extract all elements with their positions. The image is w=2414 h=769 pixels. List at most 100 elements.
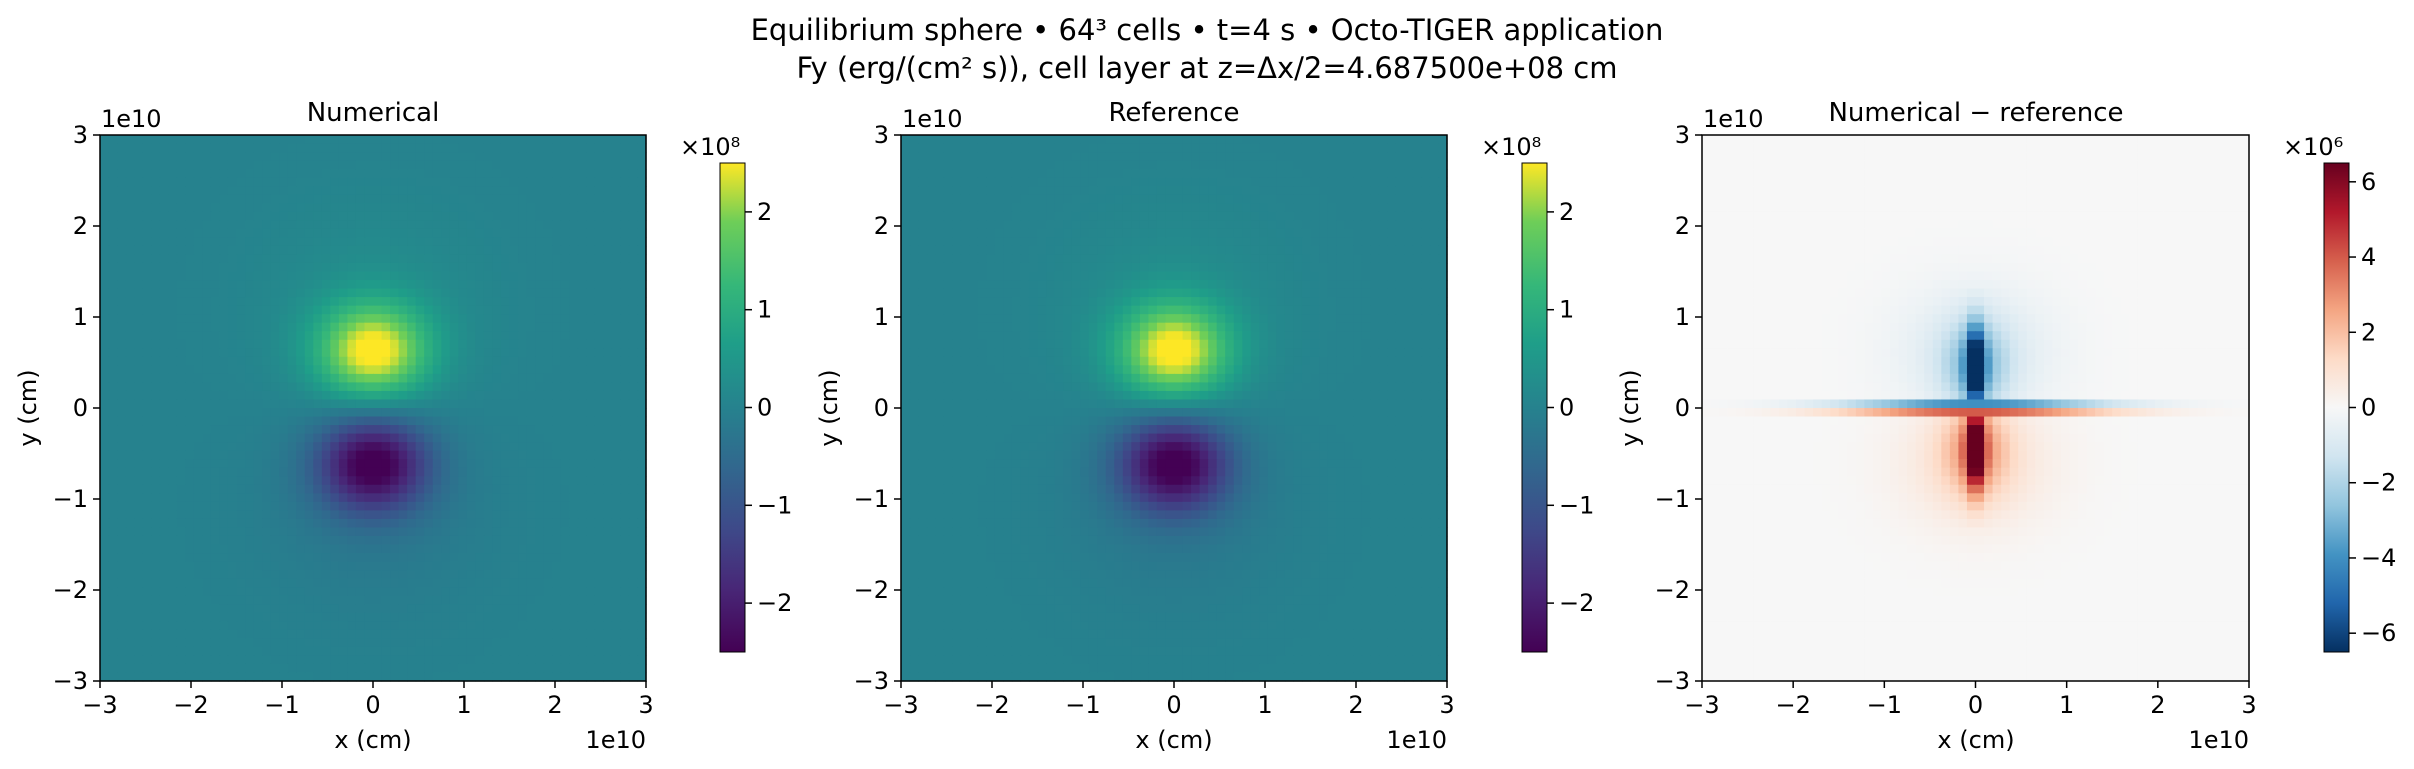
heatmap-cell (1011, 169, 1022, 179)
heatmap-cell (117, 152, 127, 162)
heatmap-cell (236, 621, 246, 631)
heatmap-cell (628, 672, 639, 682)
heatmap-cell (909, 220, 919, 230)
heatmap-cell (347, 408, 357, 418)
heatmap-cell (594, 638, 604, 648)
heatmap-cell (594, 169, 604, 179)
heatmap-cell (390, 425, 400, 435)
heatmap-cell (279, 288, 289, 298)
heatmap-cell (611, 135, 622, 145)
heatmap-cell (449, 450, 459, 460)
heatmap-cell (236, 280, 246, 290)
heatmap-cell (1395, 143, 1405, 153)
heatmap-cell (637, 211, 647, 221)
heatmap-cell (253, 510, 263, 520)
heatmap-cell (441, 373, 451, 384)
heatmap-cell (1319, 152, 1329, 162)
heatmap-cell (1421, 177, 1431, 187)
heatmap-cell (1114, 211, 1124, 221)
heatmap-cell (441, 450, 451, 460)
heatmap-cell (449, 484, 459, 494)
heatmap-cell (287, 518, 297, 529)
heatmap-cell (373, 348, 383, 358)
heatmap-cell (560, 484, 570, 494)
heatmap-cell (168, 194, 178, 204)
heatmap-cell (296, 578, 306, 588)
heatmap-cell (994, 211, 1004, 221)
heatmap-cell (270, 450, 280, 460)
heatmap-cell (398, 638, 408, 648)
heatmap-cell (168, 408, 178, 418)
heatmap-cell (432, 331, 442, 341)
heatmap-cell (1122, 228, 1132, 238)
heatmap-cell (398, 194, 408, 204)
heatmap-cell (603, 587, 613, 597)
heatmap-cell (569, 271, 579, 281)
heatmap-cell (193, 203, 203, 213)
heatmap-cell (1267, 177, 1277, 187)
heatmap-cell (373, 203, 383, 213)
heatmap-cell (159, 262, 169, 273)
heatmap-cell (1131, 237, 1141, 247)
heatmap-cell (909, 160, 919, 170)
heatmap-cell (637, 399, 647, 409)
heatmap-cell (620, 356, 630, 366)
heatmap-cell (134, 663, 144, 674)
heatmap-cell (441, 305, 451, 315)
heatmap-cell (1216, 203, 1226, 213)
heatmap-cell (296, 169, 306, 179)
heatmap-cell (279, 621, 289, 631)
heatmap-cell (245, 186, 255, 196)
heatmap-cell (236, 356, 246, 366)
heatmap-cell (313, 390, 323, 401)
heatmap-cell (1438, 203, 1448, 213)
heatmap-cell (398, 544, 408, 554)
heatmap-cell (441, 459, 451, 469)
heatmap-cell (168, 612, 178, 622)
heatmap-cell (458, 228, 468, 238)
heatmap-cell (1191, 152, 1201, 162)
heatmap-cell (483, 220, 494, 230)
heatmap-cell (526, 629, 536, 639)
heatmap-cell (466, 433, 476, 443)
heatmap-cell (296, 356, 306, 366)
heatmap-cell (509, 382, 519, 392)
heatmap-cell (270, 254, 280, 264)
heatmap-cell (492, 305, 502, 315)
heatmap-cell (373, 655, 383, 665)
heatmap-cell (492, 297, 502, 307)
heatmap-cell (313, 459, 323, 469)
heatmap-cell (577, 570, 587, 580)
heatmap-cell (458, 399, 468, 409)
heatmap-cell (535, 621, 545, 631)
heatmap-cell (219, 390, 229, 401)
heatmap-cell (407, 262, 417, 273)
heatmap-cell (560, 339, 570, 349)
heatmap-cell (236, 570, 246, 580)
heatmap-cell (270, 459, 280, 469)
heatmap-cell (270, 570, 280, 580)
heatmap-cell (1429, 135, 1440, 145)
heatmap-cell (210, 518, 221, 529)
heatmap-cell (466, 672, 476, 682)
heatmap-cell (492, 160, 502, 170)
heatmap-cell (458, 143, 468, 153)
heatmap-cell (185, 262, 195, 273)
heatmap-cell (1216, 228, 1226, 238)
heatmap-cell (637, 518, 647, 529)
heatmap-cell (176, 629, 186, 639)
heatmap-cell (628, 194, 639, 204)
heatmap-cell (1327, 160, 1337, 170)
heatmap-cell (134, 339, 144, 349)
heatmap-cell (338, 553, 349, 563)
heatmap-cell (338, 663, 349, 674)
heatmap-cell (466, 186, 476, 196)
heatmap-cell (1395, 160, 1405, 170)
heatmap-cell (100, 604, 110, 614)
heatmap-cell (569, 408, 579, 418)
heatmap-cell (415, 578, 425, 588)
heatmap-cell (279, 339, 289, 349)
heatmap-cell (526, 535, 536, 546)
heatmap-cell (1165, 203, 1175, 213)
heatmap-cell (245, 220, 255, 230)
